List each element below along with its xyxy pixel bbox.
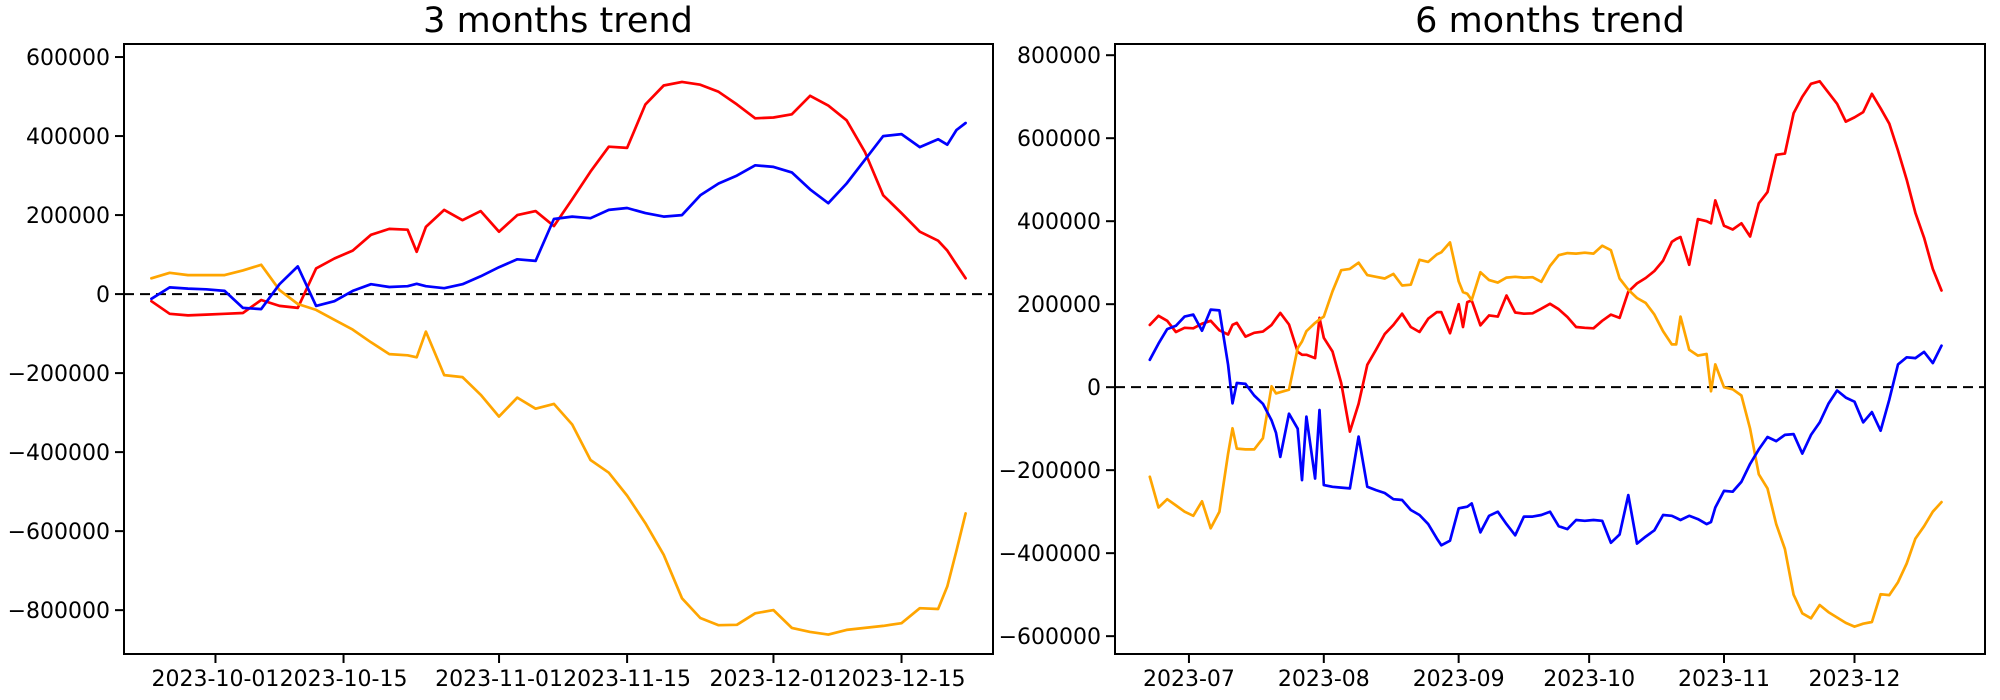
x-tick-label: 2023-10 <box>1543 667 1635 692</box>
chart-title-3-months: 3 months trend <box>423 1 693 41</box>
series-line-blue <box>1148 308 1943 547</box>
x-tick-label: 2023-12-15 <box>838 667 966 692</box>
y-tick-label: 0 <box>1087 376 1101 401</box>
x-tick-label: 2023-11-01 <box>435 667 563 692</box>
y-tick-label: 0 <box>96 283 110 308</box>
y-tick-label: 600000 <box>26 46 110 71</box>
y-tick-label: −600000 <box>999 625 1101 650</box>
series-line-red <box>1148 79 1943 433</box>
x-tick-label: 2023-11-15 <box>563 667 691 692</box>
y-tick-label: 600000 <box>1017 127 1101 152</box>
y-tick-label: 200000 <box>1017 293 1101 318</box>
y-tick-label: −200000 <box>8 362 110 387</box>
y-tick-label: −200000 <box>999 459 1101 484</box>
x-tick-label: 2023-12-01 <box>710 667 838 692</box>
series-line-blue <box>150 121 967 311</box>
x-tick-label: 2023-12 <box>1809 667 1901 692</box>
y-tick-label: 400000 <box>1017 210 1101 235</box>
series-line-red <box>150 80 967 317</box>
x-tick-label: 2023-07 <box>1143 667 1235 692</box>
chart-title-6-months: 6 months trend <box>1415 1 1685 41</box>
plot-border <box>1114 43 1986 655</box>
plot-border <box>123 43 994 655</box>
x-tick-label: 2023-10-15 <box>280 667 408 692</box>
y-tick-label: −400000 <box>8 441 110 466</box>
y-tick-label: −400000 <box>999 542 1101 567</box>
y-tick-label: 400000 <box>26 125 110 150</box>
y-tick-label: −800000 <box>8 599 110 624</box>
series-line-orange <box>1148 241 1943 628</box>
y-tick-label: 200000 <box>26 204 110 229</box>
x-tick-label: 2023-09 <box>1413 667 1505 692</box>
y-tick-label: −600000 <box>8 520 110 545</box>
y-tick-label: 800000 <box>1017 44 1101 69</box>
x-tick-label: 2023-11 <box>1678 667 1770 692</box>
series-line-orange <box>150 263 967 636</box>
x-tick-label: 2023-10-01 <box>152 667 280 692</box>
x-tick-label: 2023-08 <box>1278 667 1370 692</box>
